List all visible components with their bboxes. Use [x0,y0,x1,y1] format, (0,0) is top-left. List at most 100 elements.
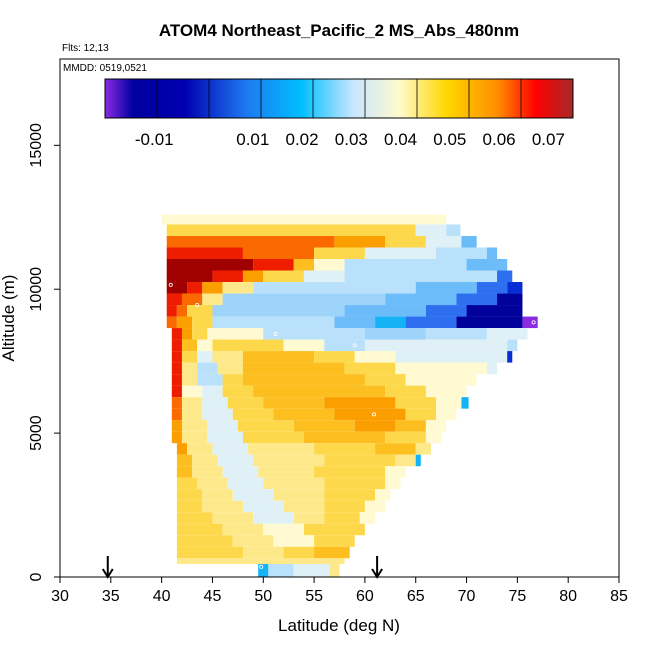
heatmap-cell [329,564,340,577]
plot-frame [59,58,620,578]
heatmap-cell [436,397,462,409]
heatmap-cell [212,512,254,524]
heatmap-cell [176,546,243,559]
heatmap-cell [242,362,345,375]
colorbar-tick-label: 0.04 [384,130,417,149]
heatmap-cell [192,328,208,340]
heatmap-cell [171,374,182,386]
chart-title: ATOM4 Northeast_Pacific_2 MS_Abs_480nm [159,21,519,40]
heatmap-cell [395,362,487,375]
x-tick-label: 70 [458,588,476,605]
heatmap-cell [181,339,198,352]
heatmap-cell [171,362,182,375]
heatmap-cell [415,443,431,455]
sample-point [531,320,536,325]
heatmap-cell [293,564,330,577]
colorbar-tick-label: 0.07 [532,130,565,149]
heatmap-cell [217,362,243,375]
x-tick-label: 35 [102,588,120,605]
heatmap-cell [314,259,345,271]
heatmap-cell [192,466,223,478]
heatmap-cell [497,270,513,283]
y-tick-label: 10000 [28,267,45,312]
heatmap-cell [171,420,182,432]
heatmap-cell [425,420,447,432]
heatmap-cell [486,247,498,260]
heatmap-cell [242,374,365,386]
heatmap-cell [176,535,233,547]
heatmap-cell [181,385,203,398]
heatmap-cell [192,316,213,329]
heatmap-cell [253,259,294,271]
heatmap-cell [217,454,254,467]
sample-point [273,331,278,336]
heatmap-cell [364,247,437,260]
heatmap-cell [166,247,243,260]
heatmap-cell [385,293,457,306]
heatmap-cell [283,339,325,352]
heatmap-cell [456,293,498,306]
heatmap-cell [253,512,294,524]
heatmap-cell [415,224,447,236]
heatmap-cell [425,431,442,444]
flight-marker-arrow [371,556,383,579]
heatmap-cell [395,454,416,467]
heatmap-cell [171,408,182,421]
heatmap-cell [415,454,421,467]
heatmap-cell [242,500,284,513]
heatmap-cell [181,293,203,306]
heatmap-cell [385,385,426,398]
heatmap-cell [197,339,213,352]
heatmap-cell [171,339,182,352]
heatmap-cell [181,362,198,375]
heatmap-cell [166,316,177,329]
flight-markers [101,556,383,579]
heatmap-cell [324,397,396,409]
heatmap-cell [385,466,406,478]
heatmap-cell [466,259,508,271]
heatmap-cell [181,397,203,409]
heatmap-cell [273,535,315,547]
heatmap-cell [436,247,487,260]
heatmap-cell [359,512,376,524]
heatmap-cell [293,259,315,271]
heatmap-cell [405,408,437,421]
x-tick-label: 50 [254,588,272,605]
heatmap-cells [161,214,538,577]
heatmap-cell [232,489,274,501]
heatmap-cell [324,477,386,490]
heatmap-cell [176,466,193,478]
heatmap-cell [364,500,386,513]
sample-point [259,564,264,569]
heatmap-cell [314,351,355,363]
heatmap-cell [283,546,315,559]
heatmap-cell [314,443,376,455]
colorbar [104,78,574,119]
flight-marker-arrow [101,556,114,579]
heatmap-cell [176,523,223,536]
heatmap-cell [405,374,477,386]
heatmap-cell [461,397,469,409]
heatmap-cell [202,397,228,409]
x-tick-label: 40 [153,588,171,605]
heatmap-cell [176,305,188,317]
heatmap-cell [253,282,416,294]
heatmap-cell [176,500,203,513]
heatmap-cell [314,247,365,260]
heatmap-cell [344,270,498,283]
heatmap-cell [258,564,269,577]
heatmap-cell [202,293,223,306]
heatmap-cell [324,512,360,524]
sample-point [372,412,377,417]
heatmap-cell [176,512,213,524]
x-tick-label: 85 [610,588,628,605]
heatmap-cell [476,282,508,294]
heatmap-cell [354,351,396,363]
colorbar-separators [156,79,522,118]
heatmap-cell [166,293,182,306]
heatmap-cell [486,362,498,375]
heatmap-cell [181,420,208,432]
heatmap-cell [222,374,243,386]
sample-point [195,303,200,308]
